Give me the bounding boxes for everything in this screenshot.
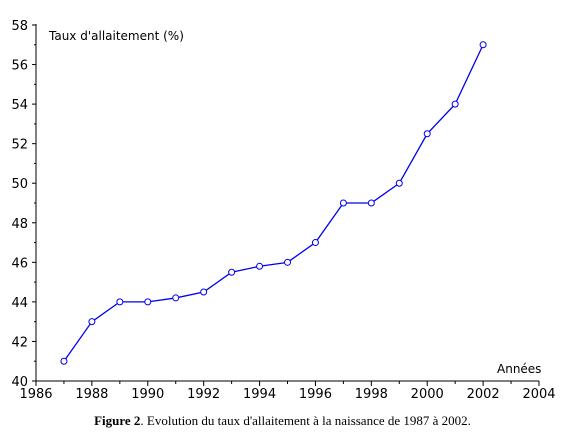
y-tick-label: 52 xyxy=(11,138,28,153)
data-point xyxy=(256,262,264,270)
series-line xyxy=(63,44,484,362)
data-point xyxy=(479,41,487,49)
chart-ticks: 1986 1988 1990 1992 1994 1996 1998 2000 2002 2004… xyxy=(11,19,555,402)
figure-label: Figure 2 xyxy=(94,413,141,428)
chart-axes xyxy=(35,24,539,382)
data-point xyxy=(172,294,180,302)
data-point xyxy=(395,179,403,187)
x-tick-label: 1994 xyxy=(243,387,276,402)
figure-caption-text: . Evolution du taux d'allaitement à la n… xyxy=(140,413,471,428)
data-point xyxy=(284,258,291,266)
y-tick-label: 46 xyxy=(11,256,28,271)
data-point xyxy=(200,288,208,296)
data-point xyxy=(339,199,347,207)
x-tick-label: 1988 xyxy=(75,387,108,402)
line-chart: 1986 1988 1990 1992 1994 1996 1998 2000 2002 2004… xyxy=(11,19,555,402)
x-tick-label: 1992 xyxy=(187,387,220,402)
x-tick-label: 1998 xyxy=(355,387,388,402)
data-point xyxy=(451,100,459,108)
y-tick-label: 54 xyxy=(11,98,28,113)
y-axis-title: Taux d'allaitement (%) xyxy=(48,29,184,43)
y-tick-label: 48 xyxy=(11,217,28,232)
data-point xyxy=(367,199,375,207)
y-tick-label: 44 xyxy=(11,296,28,311)
data-point xyxy=(144,298,152,306)
x-axis-title: Années xyxy=(497,362,541,376)
data-point xyxy=(228,268,236,276)
data-point xyxy=(88,318,96,326)
data-point xyxy=(423,130,431,138)
data-point xyxy=(311,239,319,247)
figure-caption: Figure 2. Evolution du taux d'allaitemen… xyxy=(0,413,565,429)
x-tick-label: 1990 xyxy=(131,387,164,402)
x-tick-label: 2000 xyxy=(411,387,444,402)
x-tick-label: 1986 xyxy=(19,387,52,402)
data-point xyxy=(60,357,68,365)
y-tick-label: 40 xyxy=(11,375,28,390)
chart-plot-area xyxy=(60,41,487,365)
y-tick-label: 58 xyxy=(11,19,28,34)
y-tick-label: 42 xyxy=(11,335,28,350)
x-tick-label: 2004 xyxy=(522,387,555,402)
y-tick-label: 50 xyxy=(11,177,28,192)
y-tick-label: 56 xyxy=(11,59,28,74)
x-tick-label: 2002 xyxy=(467,387,500,402)
data-point xyxy=(116,298,124,306)
x-tick-label: 1996 xyxy=(299,387,332,402)
